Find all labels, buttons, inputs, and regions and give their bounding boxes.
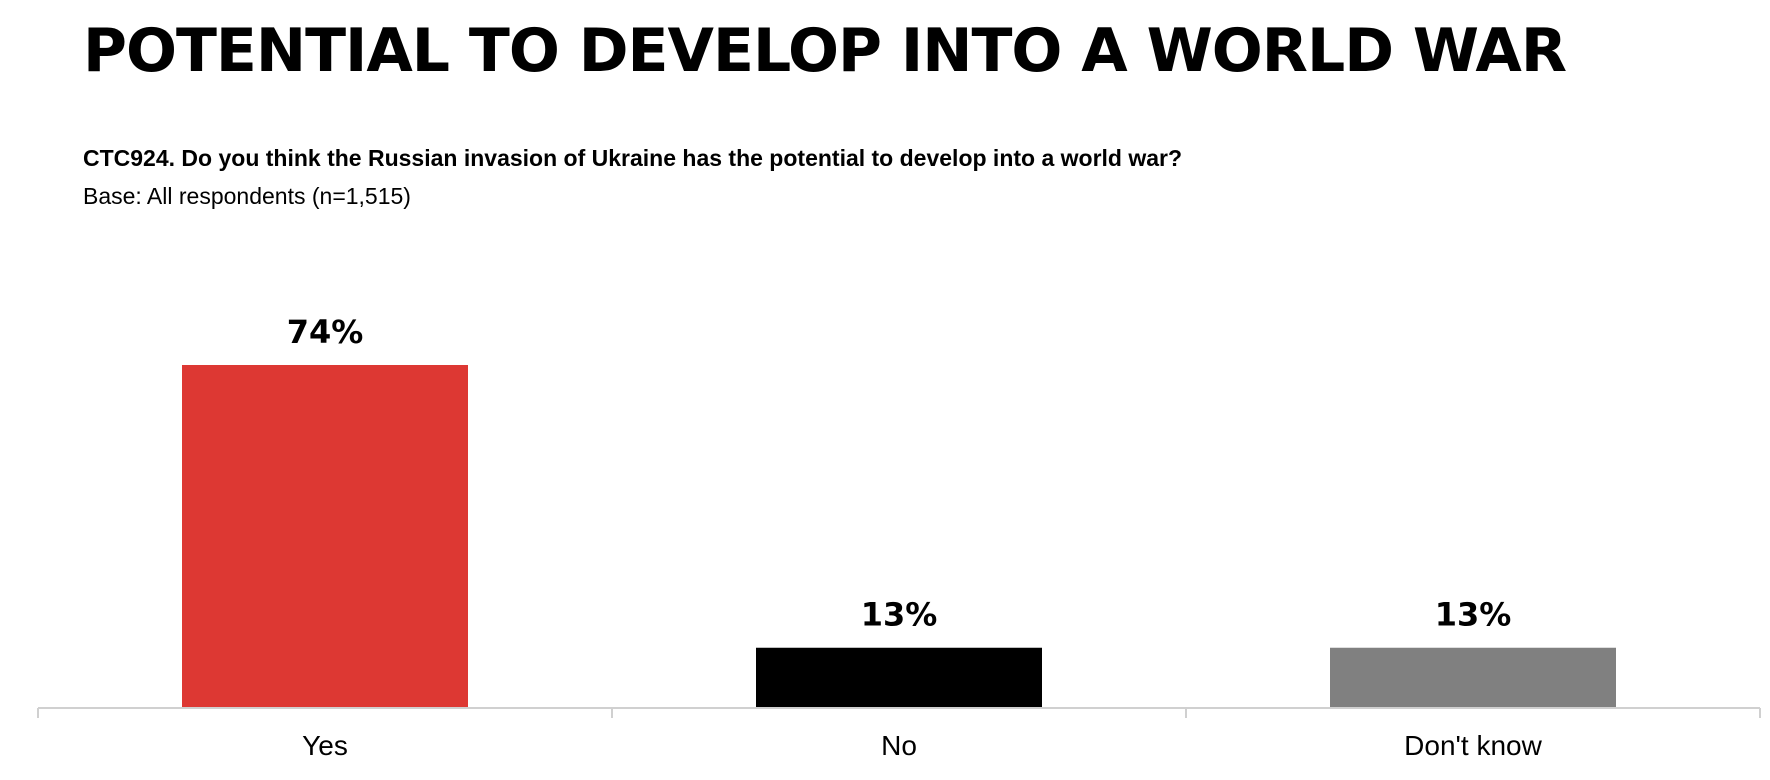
page-title: POTENTIAL TO DEVELOP INTO A WORLD WAR [83,16,1567,86]
category-label: Yes [302,730,348,761]
bar-don-t-know [1330,647,1616,708]
category-label: Don't know [1404,730,1542,761]
data-label: 13% [861,596,938,634]
respondent-base: Base: All respondents (n=1,515) [83,183,411,209]
bar-no [756,647,1042,708]
bar-yes [182,365,468,708]
bars-group [182,365,1616,708]
data-labels-group: 74% 13% 13% [287,313,1512,634]
data-label: 13% [1435,596,1512,634]
category-labels-group: Yes No Don't know [302,730,1542,761]
x-axis [37,707,1761,718]
survey-question: CTC924. Do you think the Russian invasio… [83,145,1183,171]
category-label: No [881,730,917,761]
data-label: 74% [287,313,364,351]
